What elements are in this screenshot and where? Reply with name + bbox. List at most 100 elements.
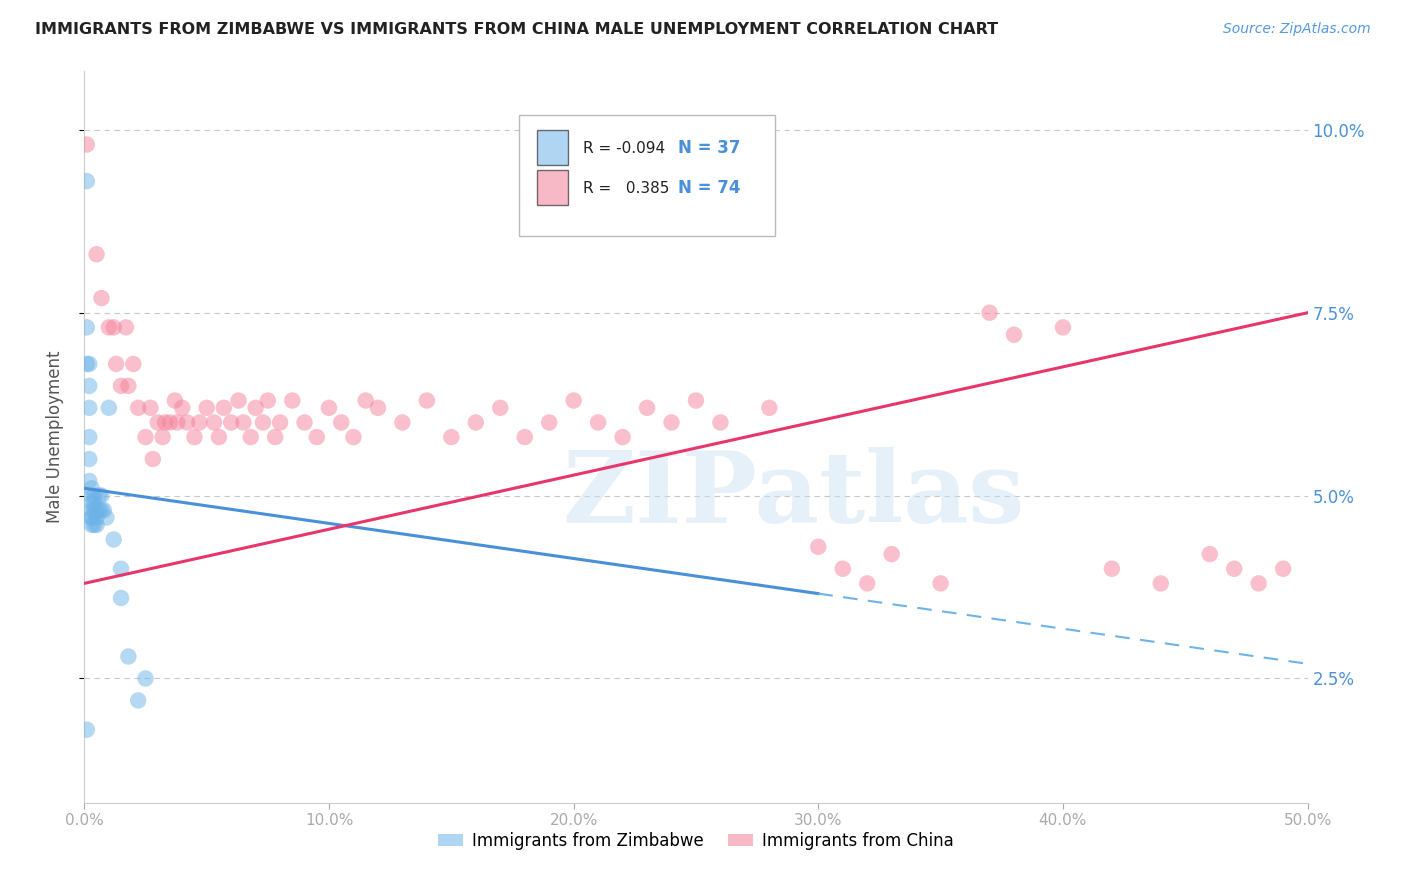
Point xyxy=(979,306,1001,320)
Point xyxy=(135,430,157,444)
Point xyxy=(127,693,149,707)
Point xyxy=(146,416,169,430)
Point xyxy=(117,379,139,393)
Point xyxy=(80,481,103,495)
Point xyxy=(330,416,353,430)
Point xyxy=(416,393,439,408)
Point xyxy=(232,416,254,430)
Point xyxy=(929,576,952,591)
Point xyxy=(80,510,103,524)
Point xyxy=(77,474,100,488)
Point xyxy=(856,576,879,591)
Point xyxy=(83,496,105,510)
Point xyxy=(318,401,340,415)
Point xyxy=(97,320,120,334)
Point xyxy=(90,489,112,503)
Point xyxy=(80,503,103,517)
Point xyxy=(135,672,157,686)
Point xyxy=(1247,576,1270,591)
Point xyxy=(142,452,165,467)
Point xyxy=(354,393,377,408)
Point xyxy=(76,137,98,152)
Point xyxy=(110,562,132,576)
Point xyxy=(202,416,225,430)
Point xyxy=(77,379,100,393)
Point xyxy=(80,496,103,510)
Point xyxy=(80,489,103,503)
Point xyxy=(1272,562,1295,576)
Point xyxy=(76,320,98,334)
Point xyxy=(110,591,132,605)
Point xyxy=(367,401,389,415)
FancyBboxPatch shape xyxy=(537,130,568,165)
Point xyxy=(1101,562,1123,576)
Point xyxy=(709,416,731,430)
Point xyxy=(269,416,291,430)
Point xyxy=(538,416,561,430)
Point xyxy=(661,416,683,430)
Text: Source: ZipAtlas.com: Source: ZipAtlas.com xyxy=(1223,22,1371,37)
Point xyxy=(77,430,100,444)
Point xyxy=(1150,576,1173,591)
Point xyxy=(127,401,149,415)
Point xyxy=(562,393,585,408)
Point xyxy=(183,430,205,444)
Point xyxy=(76,174,98,188)
Point xyxy=(636,401,658,415)
Point xyxy=(80,510,103,524)
Legend: Immigrants from Zimbabwe, Immigrants from China: Immigrants from Zimbabwe, Immigrants fro… xyxy=(432,825,960,856)
Point xyxy=(152,430,174,444)
Point xyxy=(294,416,316,430)
Point xyxy=(87,503,110,517)
Point xyxy=(880,547,903,561)
Point xyxy=(489,401,512,415)
Point xyxy=(212,401,235,415)
Point xyxy=(139,401,162,415)
Point xyxy=(1052,320,1074,334)
Point xyxy=(252,416,274,430)
Point xyxy=(245,401,267,415)
Point xyxy=(159,416,181,430)
Point xyxy=(86,510,108,524)
Point xyxy=(90,503,112,517)
Point xyxy=(440,430,463,444)
Point xyxy=(83,503,105,517)
Point xyxy=(1223,562,1246,576)
Point xyxy=(195,401,218,415)
Point xyxy=(257,393,280,408)
Point xyxy=(239,430,262,444)
Point xyxy=(153,416,176,430)
Text: ZIPatlas: ZIPatlas xyxy=(562,447,1025,544)
Point xyxy=(612,430,634,444)
Point xyxy=(281,393,304,408)
Point xyxy=(586,416,609,430)
Text: IMMIGRANTS FROM ZIMBABWE VS IMMIGRANTS FROM CHINA MALE UNEMPLOYMENT CORRELATION : IMMIGRANTS FROM ZIMBABWE VS IMMIGRANTS F… xyxy=(35,22,998,37)
Point xyxy=(513,430,536,444)
Point xyxy=(166,416,188,430)
Point xyxy=(219,416,242,430)
Point xyxy=(76,723,98,737)
Point xyxy=(176,416,198,430)
Point xyxy=(305,430,328,444)
Text: N = 37: N = 37 xyxy=(678,139,740,157)
Point xyxy=(1002,327,1025,342)
Point xyxy=(807,540,830,554)
Point xyxy=(391,416,413,430)
Point xyxy=(831,562,853,576)
Point xyxy=(758,401,780,415)
Point xyxy=(228,393,250,408)
Point xyxy=(188,416,211,430)
Point xyxy=(172,401,194,415)
Point xyxy=(77,401,100,415)
Point xyxy=(90,291,112,305)
Point xyxy=(87,489,110,503)
FancyBboxPatch shape xyxy=(519,115,776,235)
Text: R = -0.094: R = -0.094 xyxy=(583,141,665,156)
Point xyxy=(464,416,486,430)
Point xyxy=(1198,547,1220,561)
Point xyxy=(77,452,100,467)
Point xyxy=(76,357,98,371)
FancyBboxPatch shape xyxy=(537,170,568,205)
Point xyxy=(93,503,115,517)
Point xyxy=(342,430,364,444)
